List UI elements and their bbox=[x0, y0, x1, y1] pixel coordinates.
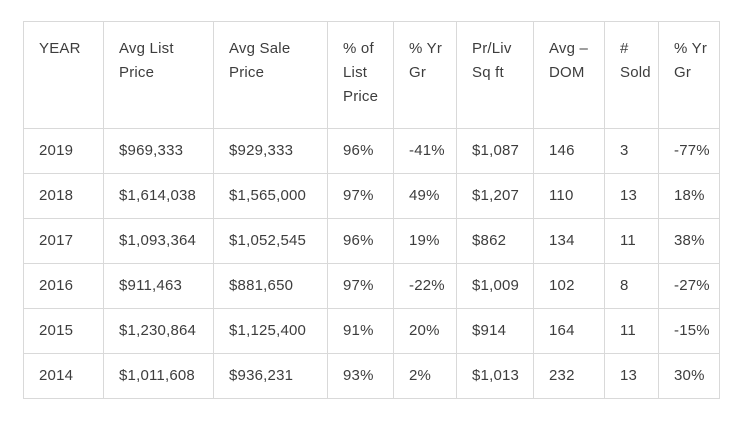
column-header-2: Avg List Price bbox=[103, 21, 214, 129]
table-cell: $1,052,545 bbox=[213, 218, 328, 264]
year-cell: 2015 bbox=[23, 308, 104, 354]
column-header-9: % Yr Gr bbox=[658, 21, 720, 129]
table-cell: 19% bbox=[393, 218, 457, 264]
table-cell: $969,333 bbox=[103, 128, 214, 174]
table-cell: $862 bbox=[456, 218, 534, 264]
table-cell: 102 bbox=[533, 263, 605, 309]
table-row: 2015 $1,230,864 $1,125,400 91% 20% $914 164 11-… bbox=[23, 308, 720, 354]
table-cell: 93% bbox=[327, 353, 394, 399]
table-cell: $1,565,000 bbox=[213, 173, 328, 219]
table-cell: -22% bbox=[393, 263, 457, 309]
table-row: 2014 $1,011,608 $936,231 93% 2% $1,013 232 13 30… bbox=[23, 353, 720, 399]
header-row: YEAR Avg List Price Avg Sale Price% of Lis… bbox=[23, 21, 720, 129]
table-cell: $1,093,364 bbox=[103, 218, 214, 264]
table-cell: -77% bbox=[658, 128, 720, 174]
table-cell: -41% bbox=[393, 128, 457, 174]
table-cell: 134 bbox=[533, 218, 605, 264]
table-cell: $1,207 bbox=[456, 173, 534, 219]
table-cell: 91% bbox=[327, 308, 394, 354]
table-cell: 96% bbox=[327, 218, 394, 264]
table-cell: $1,230,864 bbox=[103, 308, 214, 354]
column-header-4: % of List Price bbox=[327, 21, 394, 129]
column-header-6: Pr/Liv Sq ft bbox=[456, 21, 534, 129]
table-cell: 96% bbox=[327, 128, 394, 174]
table-cell: 49% bbox=[393, 173, 457, 219]
table-cell: $936,231 bbox=[213, 353, 328, 399]
table-body: 2019 $969,333 $929,333 96% -41% $1,087 146 3 -77… bbox=[23, 128, 720, 399]
table-cell: $929,333 bbox=[213, 128, 328, 174]
year-cell: 2014 bbox=[23, 353, 104, 399]
table-cell: 3 bbox=[604, 128, 659, 174]
column-header-7: Avg – DOM bbox=[533, 21, 605, 129]
table-cell: 97% bbox=[327, 173, 394, 219]
table-cell: -15% bbox=[658, 308, 720, 354]
year-cell: 2019 bbox=[23, 128, 104, 174]
table-cell: 8 bbox=[604, 263, 659, 309]
column-header-5: % Yr Gr bbox=[393, 21, 457, 129]
table-row: 2018 $1,614,038 $1,565,000 97% 49% $1,207 110 1… bbox=[23, 173, 720, 219]
table-cell: 30% bbox=[658, 353, 720, 399]
table-cell: $1,614,038 bbox=[103, 173, 214, 219]
table-cell: 97% bbox=[327, 263, 394, 309]
table-cell: 20% bbox=[393, 308, 457, 354]
column-header-8: # Sold bbox=[604, 21, 659, 129]
table-cell: 13 bbox=[604, 173, 659, 219]
table-cell: 18% bbox=[658, 173, 720, 219]
table-cell: -27% bbox=[658, 263, 720, 309]
table-row: 2017 $1,093,364 $1,052,545 96% 19% $862 134 11 3… bbox=[23, 218, 720, 264]
table-cell: 2% bbox=[393, 353, 457, 399]
table-cell: 146 bbox=[533, 128, 605, 174]
table-cell: $914 bbox=[456, 308, 534, 354]
year-cell: 2017 bbox=[23, 218, 104, 264]
column-header-3: Avg Sale Price bbox=[213, 21, 328, 129]
table-cell: $881,650 bbox=[213, 263, 328, 309]
table-cell: $1,013 bbox=[456, 353, 534, 399]
year-cell: 2018 bbox=[23, 173, 104, 219]
table-cell: 232 bbox=[533, 353, 605, 399]
table-cell: $911,463 bbox=[103, 263, 214, 309]
table-cell: 38% bbox=[658, 218, 720, 264]
table-cell: $1,125,400 bbox=[213, 308, 328, 354]
year-cell: 2016 bbox=[23, 263, 104, 309]
table-cell: 11 bbox=[604, 308, 659, 354]
table-cell: $1,011,608 bbox=[103, 353, 214, 399]
table-header: YEAR Avg List Price Avg Sale Price% of Lis… bbox=[23, 21, 720, 129]
table-cell: $1,009 bbox=[456, 263, 534, 309]
table-cell: 164 bbox=[533, 308, 605, 354]
table-cell: 110 bbox=[533, 173, 605, 219]
column-header-1: YEAR bbox=[23, 21, 104, 129]
table-row: 2016 $911,463 $881,650 97% -22% $1,009 102 8 -27… bbox=[23, 263, 720, 309]
market-stats-table: YEAR Avg List Price Avg Sale Price% of Lis… bbox=[23, 21, 720, 399]
table-cell: $1,087 bbox=[456, 128, 534, 174]
table-row: 2019 $969,333 $929,333 96% -41% $1,087 146 3 -77… bbox=[23, 128, 720, 174]
table-cell: 11 bbox=[604, 218, 659, 264]
table-cell: 13 bbox=[604, 353, 659, 399]
